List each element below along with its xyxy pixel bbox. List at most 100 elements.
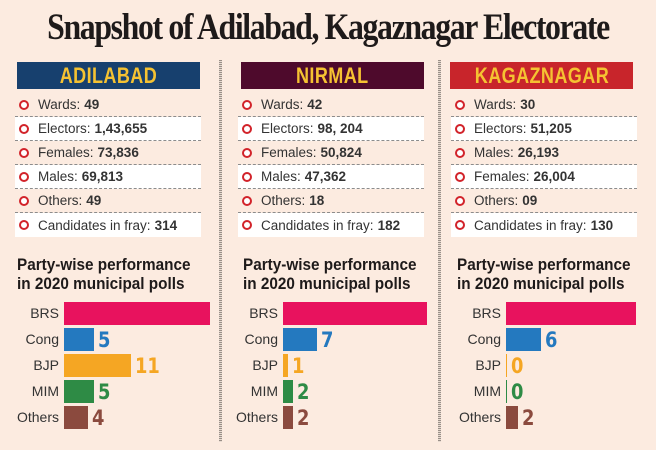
category-label: BRS [472, 305, 501, 321]
stat-row: Females: 26,004 [451, 165, 637, 189]
bullet-icon [19, 99, 29, 110]
bar-value-label: 5 [98, 328, 111, 352]
bar-others [506, 406, 518, 429]
bullet-icon [455, 99, 465, 110]
stats-list: Wards: 30 Electors: 51,205 Males: 26,193 Femal… [451, 93, 637, 237]
bullet-icon [455, 220, 465, 230]
bullet-icon [455, 195, 465, 206]
bullet-icon [242, 147, 252, 158]
stat-value: 50,824 [320, 145, 362, 160]
stat-value: 26,004 [533, 169, 575, 184]
stat-row: Males: 47,362 [238, 165, 424, 189]
chart-title-line: Party-wise performance [457, 255, 631, 274]
bar-bjp [283, 354, 288, 377]
chart-title: Party-wise performance in 2020 municipal… [17, 255, 197, 293]
category-label: BJP [475, 357, 501, 373]
bar-brs [64, 302, 210, 325]
stat-label: Males: [261, 169, 301, 184]
stat-label: Candidates in fray: [474, 217, 587, 233]
bar-value-label: 2 [296, 380, 310, 404]
stat-value: 98, 204 [317, 121, 363, 136]
column-header: ADILABAD [17, 62, 200, 89]
stat-row: Others: 09 [451, 189, 637, 213]
bullet-icon [19, 123, 29, 134]
chart-title: Party-wise performance in 2020 municipal… [243, 255, 423, 293]
stats-list: Wards: 49 Electors: 1,43,655 Females: 73,836 M… [15, 93, 201, 237]
chart-title-line: in 2020 municipal polls [457, 274, 625, 293]
category-label: Cong [467, 331, 501, 347]
category-label: Cong [244, 331, 278, 347]
bullet-icon [19, 171, 29, 182]
stat-label: Females: [474, 169, 530, 184]
bar-mim [506, 380, 507, 403]
stat-label: Males: [474, 145, 514, 160]
column-header-label: KAGAZNAGAR [474, 62, 609, 88]
bar-brs [506, 302, 636, 325]
bar-bjp [506, 354, 507, 377]
stat-row: Electors: 1,43,655 [15, 117, 201, 141]
bar-value-label: 5 [98, 380, 111, 404]
bar-value-label: 2 [521, 406, 535, 430]
stat-value: 49 [86, 193, 102, 208]
bar-mim [283, 380, 293, 403]
stat-value: 47,362 [304, 169, 347, 184]
bar-cong [64, 328, 95, 351]
bar-value-label: 7 [320, 328, 334, 352]
stat-label: Candidates in fray: [261, 217, 374, 233]
category-label: MIM [31, 383, 59, 399]
stat-row: Females: 73,836 [15, 141, 201, 165]
bullet-icon [19, 220, 29, 230]
column-header: KAGAZNAGAR [450, 62, 633, 89]
stat-row: Others: 49 [15, 189, 201, 213]
bar-others [283, 406, 293, 429]
bullet-icon [19, 147, 29, 158]
stat-label: Others: [261, 193, 306, 208]
bar-mim [64, 380, 95, 403]
bullet-icon [242, 171, 252, 182]
bar-others [64, 406, 89, 429]
bar-value-label: 0 [511, 354, 524, 378]
stat-row: Males: 69,813 [15, 165, 201, 189]
bullet-icon [455, 147, 465, 158]
stat-label: Others: [474, 193, 519, 208]
column-header: NIRMAL [241, 62, 424, 89]
category-label: Cong [25, 331, 59, 347]
column-header-label: ADILABAD [59, 62, 158, 88]
stat-row: Electors: 51,205 [451, 117, 637, 141]
category-label: BRS [30, 305, 59, 321]
stat-row: Candidates in fray: 314 [15, 213, 201, 237]
stat-value: 30 [520, 97, 536, 112]
bullet-icon [455, 123, 465, 134]
stat-label: Candidates in fray: [38, 217, 151, 233]
column-header-label: NIRMAL [296, 62, 369, 88]
stat-label: Electors: [474, 121, 527, 136]
stat-label: Wards: [474, 97, 517, 112]
bar-value-label: 1 [291, 354, 305, 378]
stat-row: Wards: 42 [238, 93, 424, 117]
chart-title-line: Party-wise performance [243, 255, 417, 274]
stat-row: Females: 50,824 [238, 141, 424, 165]
page-title: Snapshot of Adilabad, Kagaznagar Elector… [47, 7, 610, 48]
stat-value: 130 [590, 217, 614, 233]
stat-value: 09 [522, 193, 538, 208]
stat-row: Candidates in fray: 130 [451, 213, 637, 237]
category-label: Others [458, 409, 501, 425]
chart-title-line: in 2020 municipal polls [17, 274, 185, 293]
bar-value-label: 0 [511, 380, 524, 404]
stat-value: 1,43,655 [94, 121, 148, 136]
stat-value: 49 [84, 97, 100, 112]
bullet-icon [455, 171, 465, 182]
stat-label: Wards: [38, 97, 81, 112]
category-label: BJP [33, 357, 59, 373]
bar-cong [506, 328, 542, 351]
stats-list: Wards: 42 Electors: 98, 204 Females: 50,824 Ma… [238, 93, 424, 237]
stat-label: Electors: [261, 121, 314, 136]
stat-value: 69,813 [81, 169, 124, 184]
column-divider [438, 60, 441, 442]
bullet-icon [242, 123, 252, 134]
chart-title-line: Party-wise performance [17, 255, 191, 274]
stat-label: Electors: [38, 121, 91, 136]
stat-label: Others: [38, 193, 83, 208]
category-label: BJP [252, 357, 278, 373]
bar-value-label: 2 [296, 406, 310, 430]
